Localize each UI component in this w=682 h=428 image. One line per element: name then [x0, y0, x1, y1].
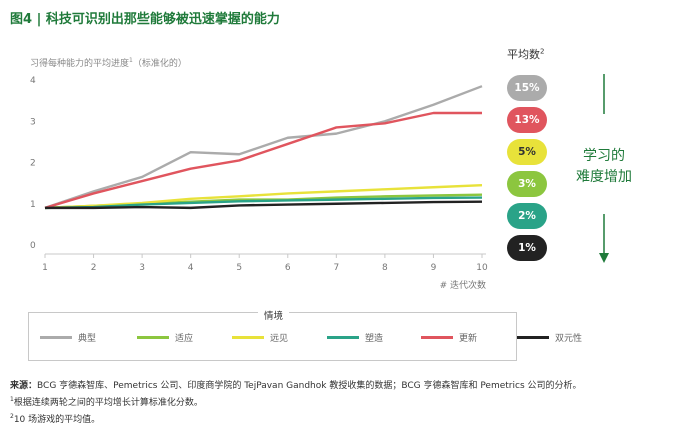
rate-badge-renewal: 13%	[507, 107, 547, 133]
y-tick-label: 2	[30, 159, 36, 169]
source-line: 来源：BCG 亨德森智库、Pemetrics 公司、印度商学院的 TejPava…	[10, 380, 582, 393]
legend-label: 塑造	[365, 334, 384, 344]
chart-subtitle: 习得每种能力的平均进度1（标准化的）	[30, 56, 187, 69]
legend-item-vision: 远见	[232, 331, 288, 344]
legend-item-adapt: 适应	[137, 331, 193, 344]
line-chart: 0 1 2 3 4 1 2 3 4 5 6 7 8 9 10 # 迭代次数	[30, 76, 488, 291]
difficulty-label: 学习的 难度增加	[568, 146, 640, 188]
legend-swatch	[517, 336, 549, 339]
y-tick-label: 3	[30, 117, 36, 127]
series-line-0	[44, 85, 483, 210]
chart-subtitle-text: 习得每种能力的平均进度	[30, 59, 130, 69]
difficulty-label-line2: 难度增加	[576, 169, 632, 185]
rate-badge-typical: 15%	[507, 75, 547, 101]
series-line-4	[44, 111, 482, 210]
x-tick-label: 10	[476, 263, 488, 273]
y-tick-label: 0	[30, 241, 36, 251]
legend-item-ambidexterity: 双元性	[517, 331, 582, 344]
arrow-head-icon	[599, 253, 609, 263]
x-tick-label: 2	[91, 263, 97, 273]
series-line-2	[44, 183, 483, 210]
source-label: 来源：	[10, 381, 38, 391]
x-tick-label: 5	[236, 263, 242, 273]
legend-label: 远见	[270, 334, 289, 344]
series-line-5	[45, 200, 483, 210]
legend-label: 双元性	[555, 334, 583, 344]
legend-label: 适应	[175, 334, 194, 344]
legend-swatch	[327, 336, 359, 339]
legend-swatch	[137, 336, 169, 339]
x-tick-label: 6	[285, 263, 291, 273]
footnote-1: 1根据连续两轮之间的平均增长计算标准化分数。	[10, 393, 582, 410]
footnote-marker: 1	[129, 57, 133, 64]
legend-swatch	[232, 336, 264, 339]
x-tick-label: 8	[382, 263, 388, 273]
difficulty-arrow	[599, 74, 609, 263]
x-axis-label: # 迭代次数	[440, 279, 486, 291]
footnote-2-text: 10 场游戏的平均值。	[13, 415, 101, 425]
footnote-marker: 2	[540, 47, 545, 56]
legend-label: 典型	[78, 334, 97, 344]
legend-swatch	[421, 336, 453, 339]
footnote-marker: 2	[10, 413, 14, 420]
average-title: 平均数2	[507, 46, 544, 62]
x-tick-label: 9	[431, 263, 437, 273]
x-tick-label: 4	[188, 263, 194, 273]
rate-badge-vision: 5%	[507, 139, 547, 165]
footnote-2: 210 场游戏的平均值。	[10, 410, 582, 427]
footnote-marker: 1	[10, 396, 14, 403]
legend-item-renewal: 更新	[421, 331, 477, 344]
x-tick-label: 3	[139, 263, 145, 273]
rate-badge-adapt: 3%	[507, 171, 547, 197]
x-tick-label: 7	[333, 263, 339, 273]
legend-item-typical: 典型	[40, 331, 96, 344]
series-line-3	[44, 196, 483, 210]
average-title-text: 平均数	[507, 48, 540, 61]
footnote-1-text: 根据连续两轮之间的平均增长计算标准化分数。	[13, 398, 203, 408]
legend-item-shaping: 塑造	[327, 331, 383, 344]
y-tick-label: 1	[30, 200, 36, 210]
legend-swatch	[40, 336, 72, 339]
rate-badge-ambidexterity: 1%	[507, 235, 547, 261]
figure-title: 图4 | 科技可识别出那些能够被迅速掌握的能力	[10, 12, 280, 27]
difficulty-label-line1: 学习的	[583, 148, 625, 164]
source-notes: 来源：BCG 亨德森智库、Pemetrics 公司、印度商学院的 TejPava…	[10, 380, 582, 427]
source-text: BCG 亨德森智库、Pemetrics 公司、印度商学院的 TejPavan G…	[37, 381, 582, 391]
x-tick-label: 1	[42, 263, 48, 273]
legend-label: 更新	[459, 334, 478, 344]
y-tick-label: 4	[30, 76, 36, 86]
chart-subtitle-suffix: （标准化的）	[132, 59, 187, 69]
rate-badge-shaping: 2%	[507, 203, 547, 229]
legend-title: 情境	[258, 308, 290, 322]
